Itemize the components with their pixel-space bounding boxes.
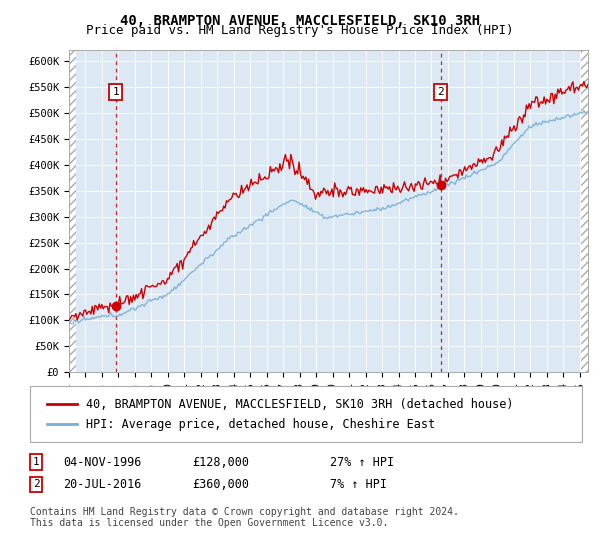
Bar (69, 50, 76, 372)
Text: 04-NOV-1996: 04-NOV-1996 (63, 455, 142, 469)
Text: 1: 1 (112, 87, 119, 97)
Text: 7% ↑ HPI: 7% ↑ HPI (330, 478, 387, 491)
Text: Contains HM Land Registry data © Crown copyright and database right 2024.
This d: Contains HM Land Registry data © Crown c… (30, 507, 459, 529)
Bar (581, 50, 589, 372)
Text: 2: 2 (437, 87, 444, 97)
Text: 27% ↑ HPI: 27% ↑ HPI (330, 455, 394, 469)
Text: 20-JUL-2016: 20-JUL-2016 (63, 478, 142, 491)
Text: 2: 2 (32, 479, 40, 489)
Text: 1: 1 (32, 457, 40, 467)
Text: £360,000: £360,000 (192, 478, 249, 491)
Text: £128,000: £128,000 (192, 455, 249, 469)
Text: Price paid vs. HM Land Registry's House Price Index (HPI): Price paid vs. HM Land Registry's House … (86, 24, 514, 37)
Legend: 40, BRAMPTON AVENUE, MACCLESFIELD, SK10 3RH (detached house), HPI: Average price: 40, BRAMPTON AVENUE, MACCLESFIELD, SK10 … (41, 392, 520, 437)
Text: 40, BRAMPTON AVENUE, MACCLESFIELD, SK10 3RH: 40, BRAMPTON AVENUE, MACCLESFIELD, SK10 … (120, 14, 480, 28)
FancyBboxPatch shape (30, 386, 582, 442)
